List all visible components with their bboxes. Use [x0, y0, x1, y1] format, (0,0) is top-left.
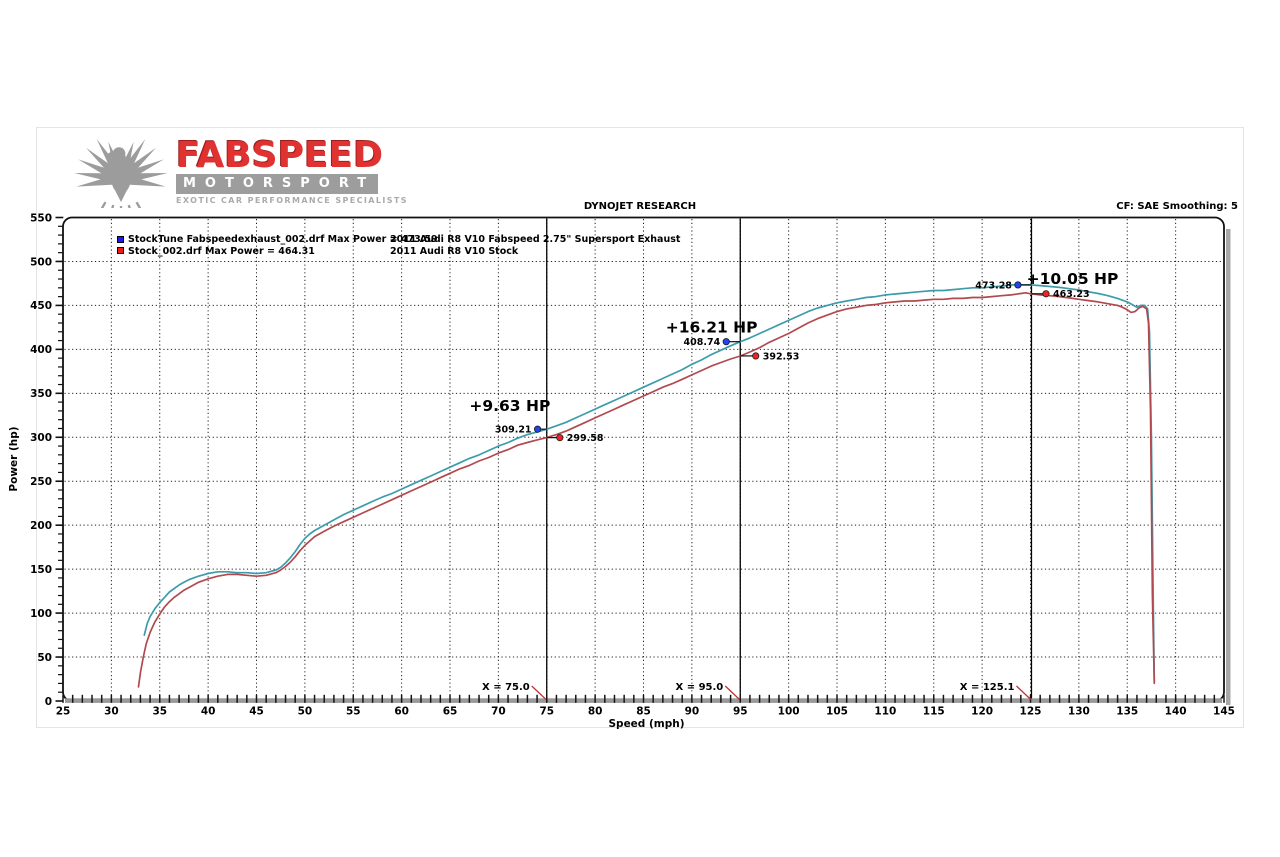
- svg-text:350: 350: [30, 388, 52, 400]
- legend-marker-blue-icon: [117, 235, 124, 243]
- x-tick-labels: 25 30 35 40 45 50 55 60 65 70 75 80 85 90 95 100 105 110 1…: [56, 706, 1235, 718]
- power-curve-stock: [137, 291, 1156, 688]
- svg-text:400: 400: [30, 344, 52, 356]
- logo-subbrand: MOTORSPORT: [176, 174, 378, 194]
- svg-text:30: 30: [104, 706, 119, 718]
- frame-shadow: [1226, 229, 1231, 705]
- svg-text:309.21: 309.21: [495, 425, 532, 436]
- svg-text:145: 145: [1213, 706, 1235, 718]
- y-tick-labels: 0 50 100 150 200 250 300 350 400 450 500 550: [30, 212, 52, 708]
- cursor-lines: [546, 218, 1033, 701]
- svg-text:50: 50: [298, 706, 313, 718]
- svg-text:100: 100: [778, 706, 800, 718]
- svg-text:300: 300: [30, 432, 52, 444]
- svg-text:115: 115: [923, 706, 945, 718]
- svg-text:120: 120: [971, 706, 993, 718]
- svg-text:299.58: 299.58: [567, 433, 604, 444]
- cursor-labels: X = 75.0 X = 95.0 X = 125.1: [482, 682, 1032, 700]
- legend: StockTune Fabspeedexhaust_002.drf Max Po…: [117, 234, 680, 257]
- logo-tagline: EXOTIC CAR PERFORMANCE SPECIALISTS: [176, 196, 408, 205]
- point-markers: 309.21 299.58 408.74 392.53 473.28 463.23: [495, 280, 1090, 444]
- svg-text:65: 65: [443, 706, 458, 718]
- svg-text:35: 35: [152, 706, 167, 718]
- svg-text:X = 75.0: X = 75.0: [482, 682, 530, 693]
- svg-text:55: 55: [346, 706, 361, 718]
- x-axis-title: Speed (mph): [608, 718, 684, 730]
- gain-annotations: +9.63 HP +16.21 HP +10.05 HP: [469, 270, 1118, 415]
- svg-text:408.74: 408.74: [684, 337, 721, 348]
- svg-text:+16.21 HP: +16.21 HP: [666, 319, 758, 337]
- logo-text: FABSPEED MOTORSPORT EXOTIC CAR PERFORMAN…: [176, 135, 408, 205]
- fabspeed-logo: FABSPEED MOTORSPORT EXOTIC CAR PERFORMAN…: [70, 135, 408, 208]
- svg-text:70: 70: [491, 706, 506, 718]
- x-minor-ticks: [62, 694, 1225, 703]
- legend-row-stock: Stock_002.drf Max Power = 464.31 2011 Au…: [117, 246, 680, 258]
- svg-text:105: 105: [826, 706, 848, 718]
- legend-file-label: Stock_002.drf Max Power = 464.31: [128, 245, 315, 257]
- eagle-shape: [74, 138, 168, 208]
- svg-text:100: 100: [30, 608, 52, 620]
- svg-text:135: 135: [1116, 706, 1138, 718]
- chart-title: DYNOJET RESEARCH: [583, 201, 697, 212]
- legend-desc: 2011 Audi R8 V10 Stock: [390, 245, 519, 257]
- svg-text:85: 85: [636, 706, 651, 718]
- svg-text:110: 110: [874, 706, 896, 718]
- legend-desc: 2011 Audi R8 V10 Fabspeed 2.75" Superspo…: [390, 234, 681, 245]
- svg-text:450: 450: [30, 300, 52, 312]
- svg-text:95: 95: [733, 706, 748, 718]
- svg-text:45: 45: [249, 706, 264, 718]
- svg-text:+9.63 HP: +9.63 HP: [469, 397, 550, 415]
- legend-row-fabspeed: StockTune Fabspeedexhaust_002.drf Max Po…: [117, 234, 680, 246]
- y-axis-title: Power (hp): [8, 426, 20, 491]
- svg-text:130: 130: [1068, 706, 1090, 718]
- svg-text:75: 75: [539, 706, 554, 718]
- svg-text:25: 25: [56, 706, 71, 718]
- svg-text:392.53: 392.53: [763, 351, 800, 362]
- svg-text:500: 500: [30, 256, 52, 268]
- svg-text:200: 200: [30, 520, 52, 532]
- svg-text:60: 60: [394, 706, 409, 718]
- svg-text:550: 550: [30, 212, 52, 224]
- svg-text:140: 140: [1165, 706, 1187, 718]
- svg-text:40: 40: [201, 706, 216, 718]
- y-ticks: [55, 216, 64, 702]
- svg-text:463.23: 463.23: [1053, 289, 1090, 300]
- svg-text:80: 80: [588, 706, 603, 718]
- legend-marker-red-icon: [117, 247, 124, 254]
- svg-text:X = 95.0: X = 95.0: [676, 682, 724, 693]
- svg-text:+10.05 HP: +10.05 HP: [1027, 270, 1119, 288]
- legend-file-label: StockTune Fabspeedexhaust_002.drf Max Po…: [128, 234, 438, 245]
- svg-text:90: 90: [685, 706, 700, 718]
- svg-text:150: 150: [30, 564, 52, 576]
- logo-brand: FABSPEED: [176, 135, 384, 176]
- svg-text:0: 0: [45, 696, 52, 708]
- svg-text:50: 50: [37, 652, 52, 664]
- svg-text:X = 125.1: X = 125.1: [960, 682, 1015, 693]
- svg-text:473.28: 473.28: [975, 280, 1012, 291]
- svg-text:250: 250: [30, 476, 52, 488]
- correction-settings: CF: SAE Smoothing: 5: [1116, 201, 1238, 212]
- svg-text:125: 125: [1020, 706, 1042, 718]
- eagle-icon: [74, 138, 168, 208]
